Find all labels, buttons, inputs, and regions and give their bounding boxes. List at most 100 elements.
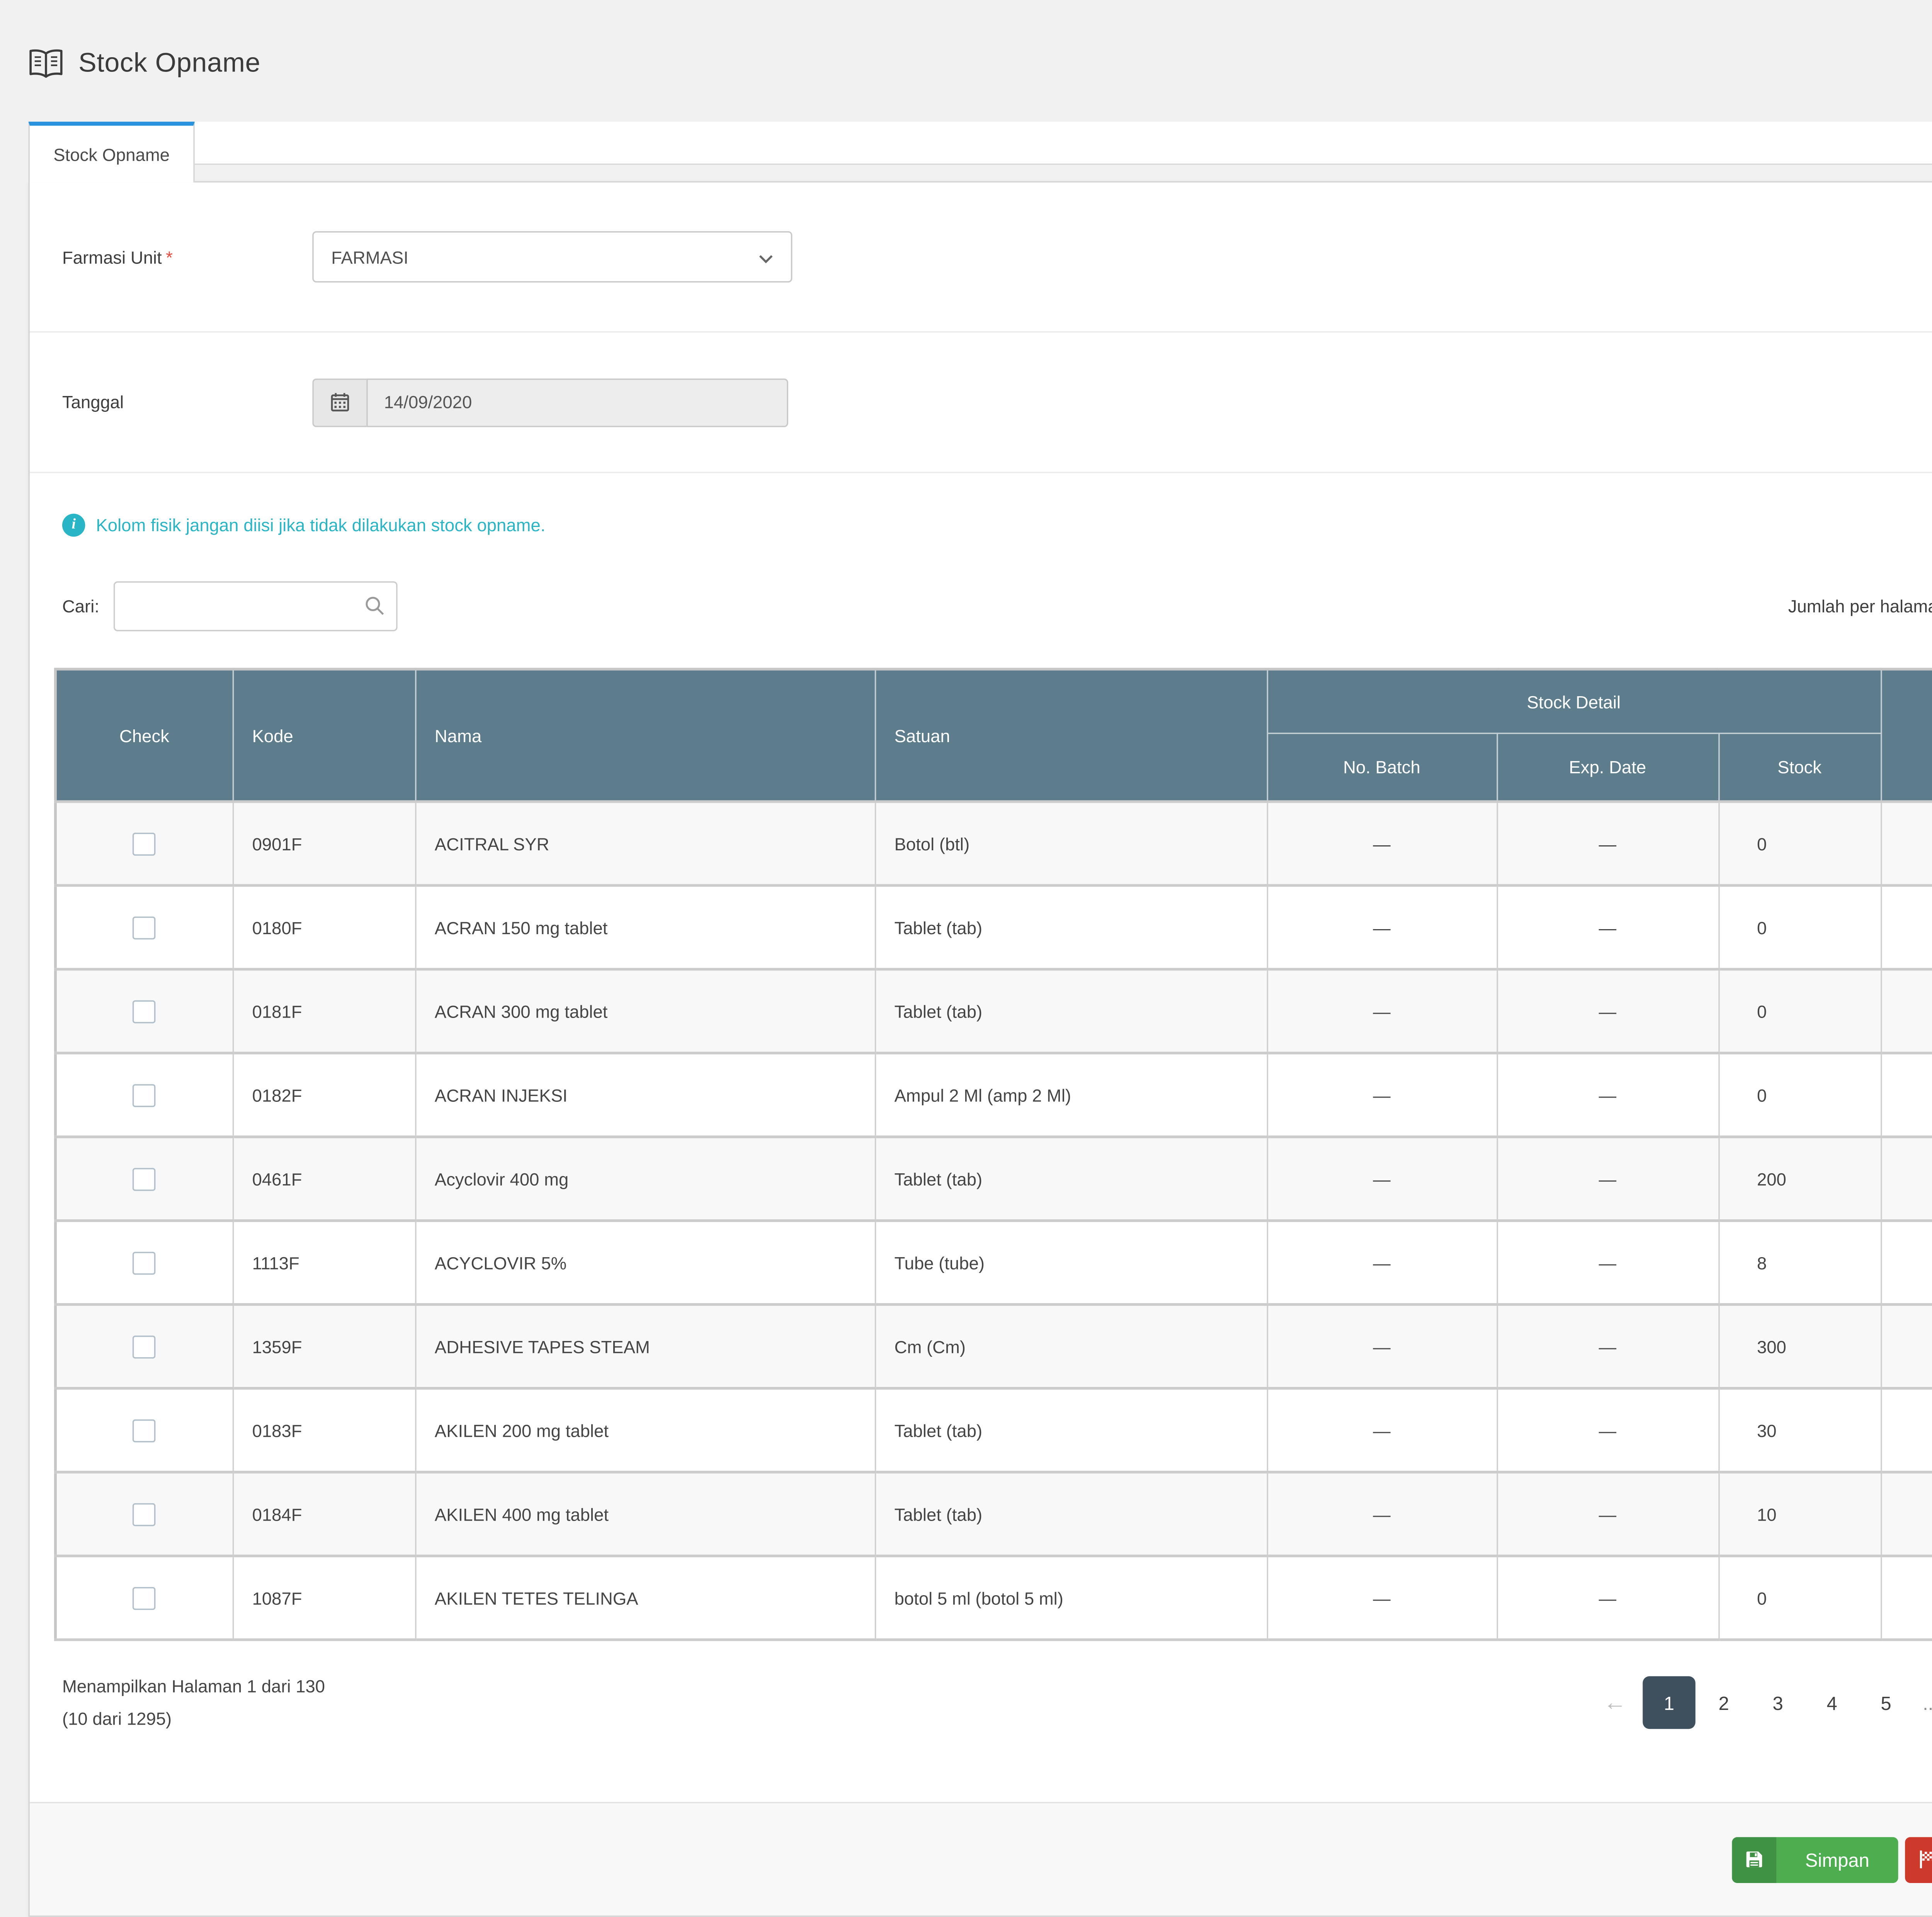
finish-button[interactable]: Finish [1904, 1836, 1932, 1883]
cell-nama: ACRAN 150 mg tablet [414, 884, 876, 971]
search-label: Cari: [62, 596, 100, 617]
pagination-page-1[interactable]: 1 [1643, 1676, 1696, 1729]
row-checkbox[interactable] [133, 1167, 156, 1190]
card-footer: Simpan [29, 1802, 1932, 1916]
row-checkbox[interactable] [133, 1083, 156, 1107]
cell-exp-date: — [1496, 800, 1719, 887]
cell-nama: AKILEN TETES TELINGA [414, 1554, 876, 1641]
cell-no-batch: — [1266, 1387, 1498, 1473]
cell-satuan: Tablet (tab) [874, 1135, 1268, 1222]
row-checkbox[interactable] [133, 1586, 156, 1609]
cell-satuan: Tablet (tab) [874, 1387, 1268, 1473]
search-box [114, 581, 398, 632]
row-checkbox[interactable] [133, 999, 156, 1023]
magnifier-icon [364, 595, 386, 623]
pagination: ← 1 2 3 4 5 ... 130 → [1588, 1676, 1932, 1729]
save-button-label: Simpan [1777, 1836, 1898, 1883]
cell-satuan: Cm (Cm) [874, 1303, 1268, 1390]
row-checkbox[interactable] [133, 1251, 156, 1274]
cell-exp-date: — [1496, 1470, 1719, 1557]
cell-no-batch: — [1266, 968, 1498, 1055]
cell-nama: AKILEN 400 mg tablet [414, 1470, 876, 1557]
cell-satuan: Tablet (tab) [874, 968, 1268, 1055]
col-header-actions [1880, 668, 1932, 802]
save-button[interactable]: Simpan [1732, 1836, 1898, 1883]
cell-stock: 8 [1718, 1219, 1881, 1306]
pagination-prev-arrow[interactable]: ← [1603, 1689, 1627, 1715]
cell-kode: 0461F [232, 1135, 416, 1222]
row-checkbox[interactable] [133, 1502, 156, 1526]
cell-stock: 0 [1718, 1052, 1881, 1139]
cell-stock: 0 [1718, 968, 1881, 1055]
table-footer: Menampilkan Halaman 1 dari 130 (10 dari … [30, 1641, 1932, 1741]
col-header-nama: Nama [414, 668, 876, 802]
pagination-page-3[interactable]: 3 [1772, 1691, 1783, 1713]
cell-nama: ACITRAL SYR [414, 800, 876, 887]
cell-no-batch: — [1266, 800, 1498, 887]
table-toolbar: Cari: Jumlah per halaman: [30, 581, 1932, 632]
pagination-summary-line2: (10 dari 1295) [62, 1708, 172, 1729]
pagination-page-4[interactable]: 4 [1827, 1691, 1837, 1713]
chevron-down-icon [759, 247, 773, 267]
info-note-row: i Kolom fisik jangan diisi jika tidak di… [30, 473, 1932, 538]
row-checkbox[interactable] [133, 1419, 156, 1442]
col-header-stock-detail: Stock Detail [1266, 668, 1881, 734]
tab-stock-opname[interactable]: Stock Opname [28, 121, 195, 183]
cell-no-batch: — [1266, 1303, 1498, 1390]
row-checkbox[interactable] [133, 916, 156, 939]
row-checkbox[interactable] [133, 1335, 156, 1358]
tab-strip: Stock Opname [28, 121, 1932, 183]
pagination-page-5[interactable]: 5 [1881, 1691, 1891, 1713]
cell-exp-date: — [1496, 1303, 1719, 1390]
pagination-summary: Menampilkan Halaman 1 dari 130 (10 dari … [62, 1676, 325, 1741]
cell-nama: ACRAN 300 mg tablet [414, 968, 876, 1055]
col-header-stock: Stock [1718, 732, 1881, 802]
cell-no-batch: — [1266, 884, 1498, 971]
stock-table: Check Kode Nama Satuan Stock Detail No. … [54, 668, 1932, 1641]
pagination-page-2[interactable]: 2 [1718, 1691, 1729, 1713]
farmasi-unit-select[interactable]: FARMASI [312, 231, 793, 283]
cell-satuan: Ampul 2 Ml (amp 2 Ml) [874, 1052, 1268, 1139]
table-row: 0461F Acyclovir 400 mg Tablet (tab) — — … [54, 1135, 1932, 1222]
floppy-disk-icon [1732, 1836, 1777, 1883]
table-row: 0181F ACRAN 300 mg tablet Tablet (tab) —… [54, 968, 1932, 1055]
cell-no-batch: — [1266, 1219, 1498, 1306]
cell-nama: ACRAN INJEKSI [414, 1052, 876, 1139]
calendar-icon[interactable] [312, 377, 367, 427]
cell-no-batch: — [1266, 1554, 1498, 1641]
cell-nama: ADHESIVE TAPES STEAM [414, 1303, 876, 1390]
cell-exp-date: — [1496, 968, 1719, 1055]
cell-satuan: botol 5 ml (botol 5 ml) [874, 1554, 1268, 1641]
cell-exp-date: — [1496, 1387, 1719, 1473]
row-checkbox[interactable] [133, 832, 156, 855]
cell-satuan: Tablet (tab) [874, 884, 1268, 971]
cell-no-batch: — [1266, 1135, 1498, 1222]
search-input[interactable] [114, 581, 398, 632]
col-header-check: Check [54, 668, 233, 802]
pagination-summary-line1: Menampilkan Halaman 1 dari 130 [62, 1676, 325, 1697]
cell-kode: 0180F [232, 884, 416, 971]
cell-nama: ACYCLOVIR 5% [414, 1219, 876, 1306]
pagination-ellipsis: ... [1923, 1691, 1932, 1713]
cell-kode: 0184F [232, 1470, 416, 1557]
col-header-no-batch: No. Batch [1266, 732, 1498, 802]
table-row: 1113F ACYCLOVIR 5% Tube (tube) — — 8 [54, 1219, 1932, 1306]
cell-kode: 0182F [232, 1052, 416, 1139]
cell-exp-date: — [1496, 1135, 1719, 1222]
info-note-text: Kolom fisik jangan diisi jika tidak dila… [96, 514, 546, 535]
checkered-flag-icon [1904, 1836, 1932, 1883]
tanggal-input[interactable] [366, 377, 788, 427]
cell-stock: 10 [1718, 1470, 1881, 1557]
cell-kode: 1087F [232, 1554, 416, 1641]
cell-nama: AKILEN 200 mg tablet [414, 1387, 876, 1473]
page-title: Stock Opname [78, 48, 261, 78]
table-row: 0901F ACITRAL SYR Botol (btl) — — 0 [54, 800, 1932, 887]
cell-stock: 0 [1718, 884, 1881, 971]
cell-no-batch: — [1266, 1052, 1498, 1139]
table-row: 0183F AKILEN 200 mg tablet Tablet (tab) … [54, 1387, 1932, 1473]
cell-stock: 0 [1718, 1554, 1881, 1641]
farmasi-unit-label: Farmasi Unit * [62, 246, 173, 267]
cell-satuan: Botol (btl) [874, 800, 1268, 887]
cell-kode: 0183F [232, 1387, 416, 1473]
